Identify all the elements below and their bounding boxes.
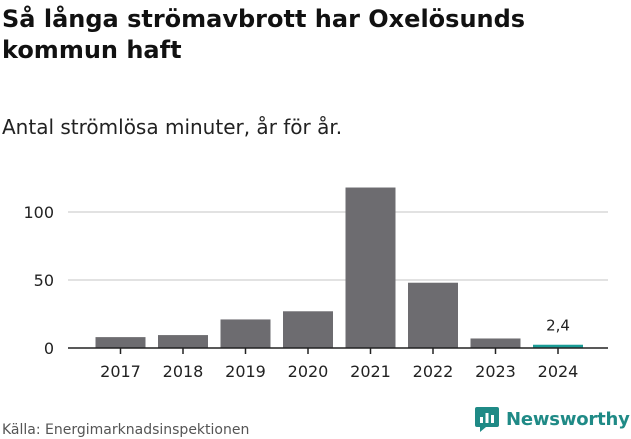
bar-2019 [220,319,271,348]
y-tick-label: 100 [23,203,54,222]
y-tick-label: 50 [34,271,54,290]
gridlines [68,211,608,281]
bar-2021 [345,187,396,348]
bar-2023 [470,338,521,348]
x-tick-label: 2024 [538,362,579,381]
x-tick-label: 2021 [350,362,391,381]
bar-2024 [533,344,583,348]
x-tick-label: 2020 [288,362,329,381]
bar-2022 [408,282,458,348]
bar-2020 [283,311,333,348]
x-tick-label: 2017 [100,362,141,381]
y-tick-label: 0 [44,339,54,358]
bar-2018 [158,335,208,348]
bars [95,187,583,348]
x-tick-label: 2018 [163,362,204,381]
chart-title: Så långa strömavbrott har Oxelösunds kom… [2,5,526,64]
x-tick-label: 2023 [475,362,516,381]
bar-chart: 0 50 100 2017 2018 2019 2020 2021 2022 2023 2024 2,… [23,187,608,381]
x-tick-label: 2019 [225,362,266,381]
newsworthy-logo-icon [475,407,499,432]
bar-2017 [95,337,146,348]
brand-name: Newsworthy [506,408,630,430]
source-note: Källa: Energimarknadsinspektionen [2,422,250,438]
data-label: 2,4 [546,317,570,335]
axes [68,347,608,354]
chart-subtitle: Antal strömlösa minuter, år för år. [2,115,343,139]
tick-labels: 0 50 100 2017 2018 2019 2020 2021 2022 2023 2024 2,… [23,203,578,381]
brand: Newsworthy [474,405,630,433]
x-tick-label: 2022 [413,362,454,381]
